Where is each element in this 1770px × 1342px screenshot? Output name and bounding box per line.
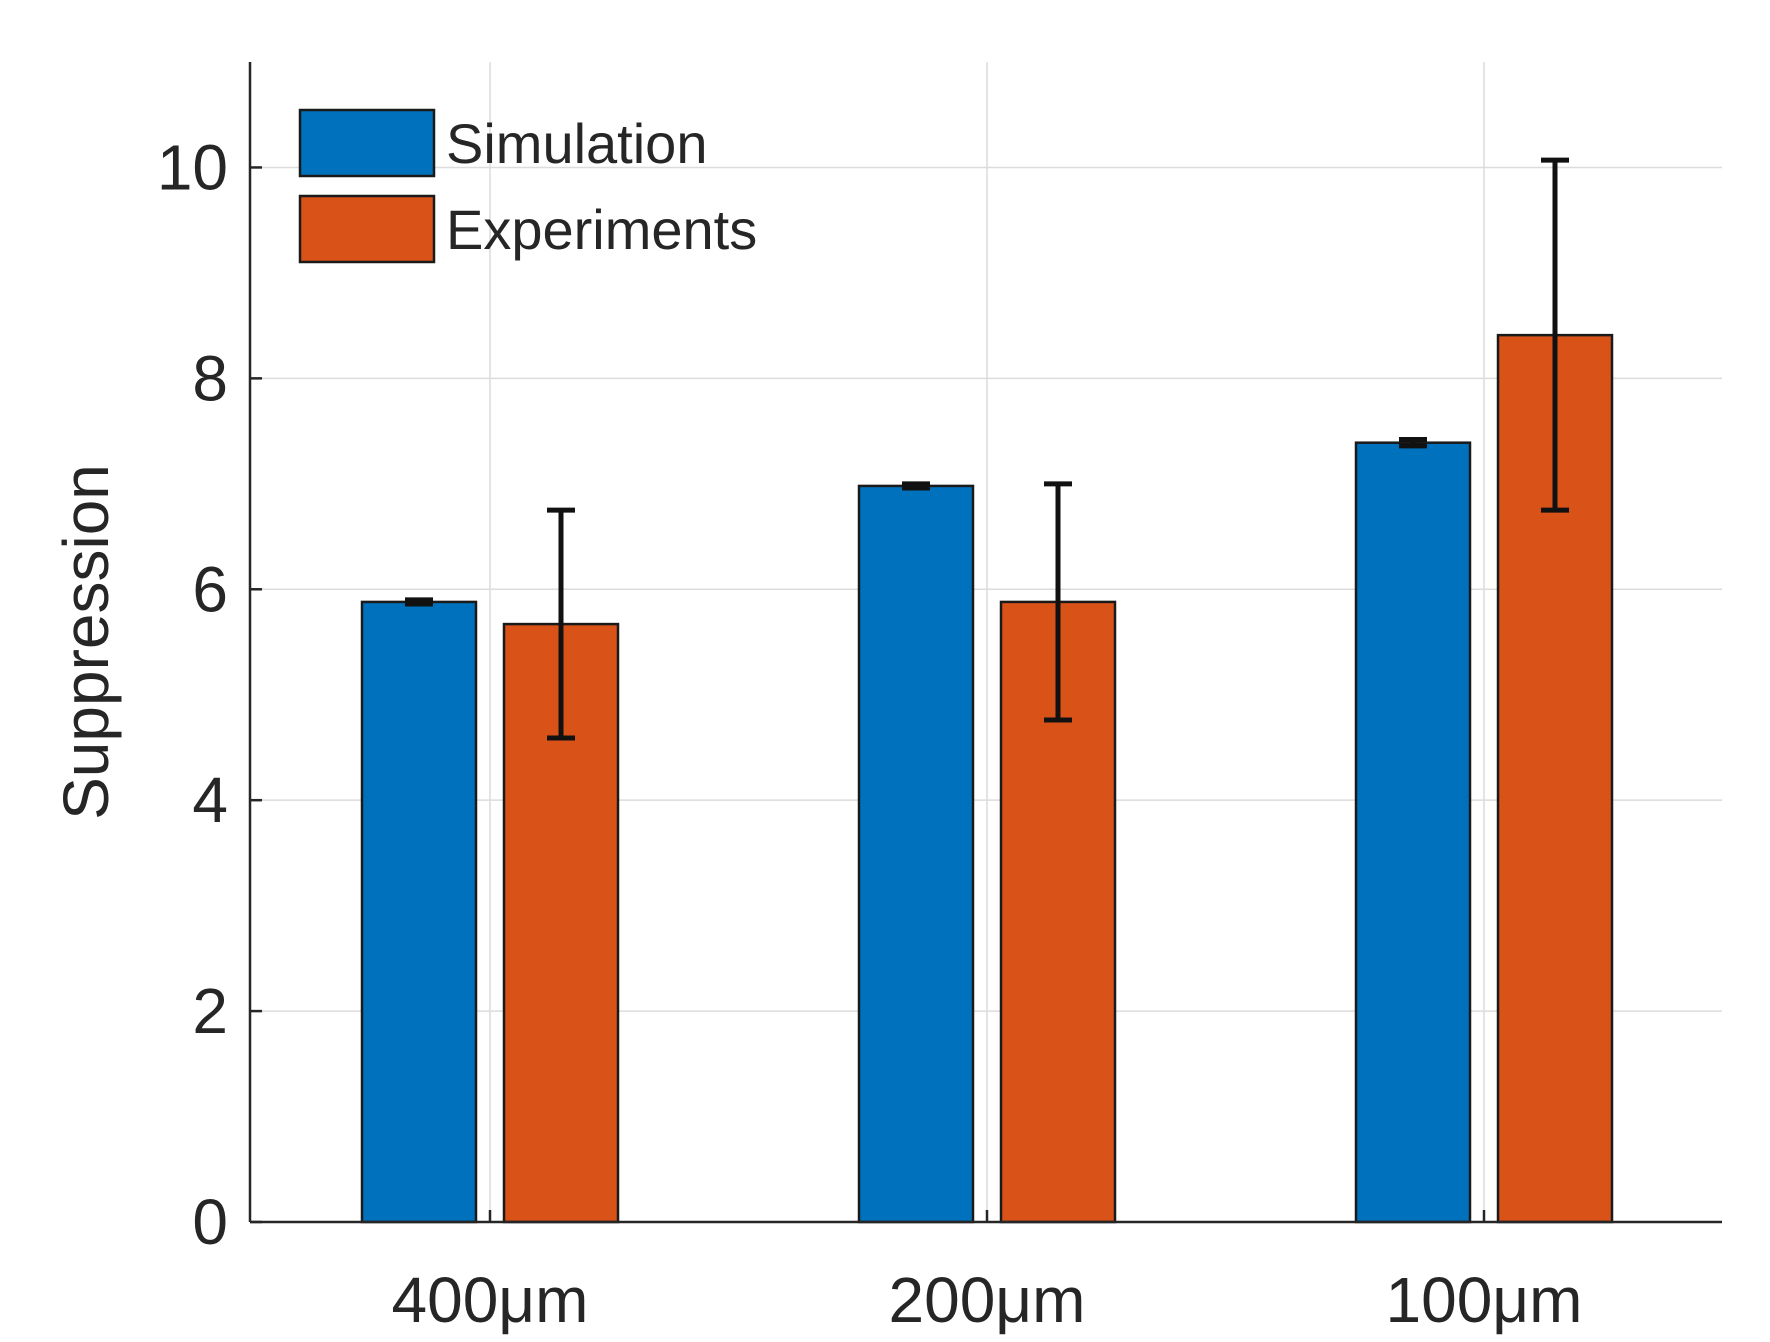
error-bar-experiments-0 — [547, 507, 575, 741]
legend-swatch — [298, 194, 436, 264]
legend-entry-simulation: Simulation — [298, 108, 707, 178]
legend-swatch — [298, 108, 436, 178]
y-axis-label: Suppression — [50, 464, 122, 820]
bar-simulation-2 — [1354, 441, 1472, 1224]
x-tick-label: 200μm — [889, 1264, 1086, 1336]
y-tick-label: 4 — [192, 764, 228, 836]
x-tick-label: 400μm — [392, 1264, 589, 1336]
bar-experiments-0 — [502, 622, 620, 1224]
error-bars-layer — [405, 157, 1569, 741]
error-bar-experiments-2 — [1541, 157, 1569, 513]
y-tick-label: 2 — [192, 975, 228, 1047]
error-bar-experiments-1 — [1044, 481, 1072, 723]
legend-label: Simulation — [446, 112, 707, 175]
tick-labels-layer: 0 2 4 6 8 10 400μm 200μm 100μm — [157, 131, 1583, 1336]
x-tick-label: 100μm — [1386, 1264, 1583, 1336]
y-tick-label: 0 — [192, 1186, 228, 1258]
bars-layer — [360, 333, 1614, 1224]
y-tick-label: 10 — [157, 131, 228, 203]
error-bar-simulation-1 — [902, 481, 930, 491]
legend-entry-experiments: Experiments — [298, 194, 757, 264]
bar-simulation-0 — [360, 600, 478, 1224]
y-tick-label: 8 — [192, 342, 228, 414]
error-bar-simulation-0 — [405, 597, 433, 607]
bar-simulation-1 — [857, 484, 975, 1224]
grid-layer — [250, 62, 1722, 1222]
y-tick-label: 6 — [192, 553, 228, 625]
error-bar-simulation-2 — [1399, 437, 1427, 449]
axes-layer — [248, 62, 1722, 1224]
legend: Simulation Experiments — [298, 108, 757, 264]
legend-label: Experiments — [446, 198, 757, 261]
